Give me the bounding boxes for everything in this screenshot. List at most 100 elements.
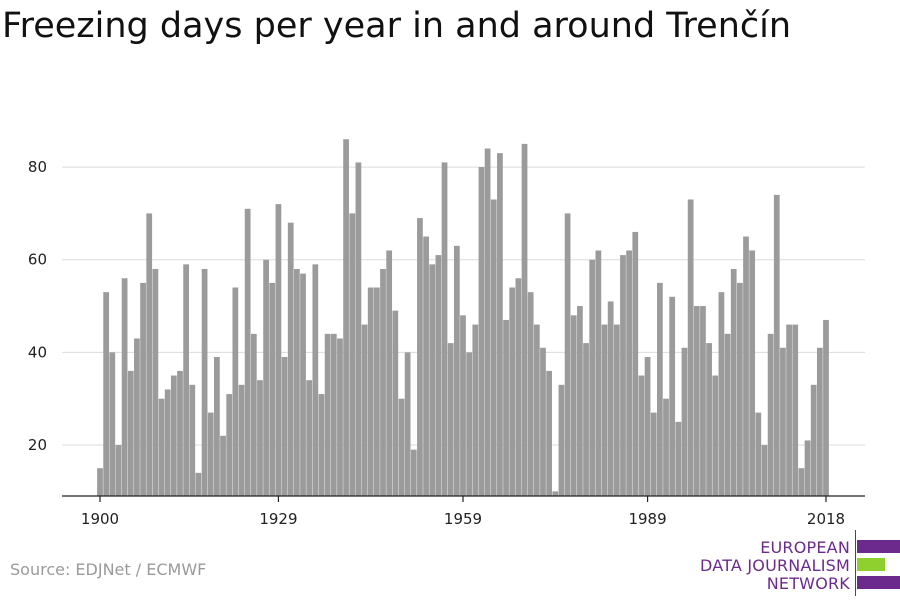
bar [601, 324, 608, 496]
bar [540, 347, 546, 496]
y-tick-label: 60 [28, 251, 47, 269]
bar [349, 213, 356, 496]
bar [250, 333, 257, 496]
bar [736, 282, 743, 496]
bar [152, 268, 159, 496]
bar [134, 338, 140, 496]
bar [804, 440, 811, 496]
bar [220, 435, 226, 496]
x-tick-label: 1989 [628, 510, 666, 528]
bar [103, 292, 110, 496]
bar [730, 268, 737, 496]
bar [706, 343, 712, 496]
bar [361, 324, 368, 496]
y-axis: 20 40 60 80 [28, 158, 47, 454]
bar [275, 204, 282, 496]
bar [183, 264, 190, 496]
x-tick-label: 1900 [81, 510, 119, 528]
logo-rule [855, 530, 856, 596]
bar [724, 333, 731, 496]
bar [281, 357, 288, 496]
y-tick-label: 40 [28, 343, 47, 361]
bar [337, 338, 343, 496]
bar [687, 199, 694, 497]
bar [472, 324, 479, 496]
bar [620, 255, 626, 496]
bar [700, 306, 706, 496]
bar [669, 296, 676, 496]
bar [306, 380, 313, 496]
logo-bar-top [857, 540, 900, 553]
bar [330, 333, 337, 496]
bar [644, 357, 651, 496]
bar [607, 301, 614, 496]
bar [552, 491, 559, 496]
bar [189, 384, 196, 496]
bar [447, 343, 454, 496]
bar [816, 347, 823, 496]
bar [386, 250, 393, 496]
bar [392, 310, 399, 496]
bar [398, 398, 405, 496]
bar [109, 352, 116, 496]
bar [503, 319, 509, 496]
bar [767, 333, 774, 496]
bar [577, 306, 583, 496]
x-tick-label: 2018 [807, 510, 845, 528]
bar [773, 194, 780, 497]
bar [343, 139, 349, 496]
bar [570, 315, 577, 496]
bar [269, 282, 276, 496]
bar [484, 148, 491, 496]
y-tick-label: 80 [28, 158, 47, 176]
bar [312, 264, 319, 496]
bar [318, 394, 325, 496]
bar [115, 445, 122, 496]
bar [626, 250, 632, 496]
bar [546, 370, 553, 496]
x-axis: 1900 1929 1959 1989 2018 [81, 496, 845, 528]
bar [718, 292, 725, 496]
bar [441, 162, 448, 496]
bar [761, 445, 768, 496]
bar [367, 287, 374, 496]
bar [170, 375, 177, 496]
bar [300, 273, 306, 496]
chart-title: Freezing days per year in and around Tre… [2, 6, 792, 46]
bar [380, 268, 386, 496]
bars [97, 139, 829, 497]
edjnet-logo: EUROPEAN DATA JOURNALISM NETWORK [700, 530, 900, 596]
bar [324, 333, 331, 496]
bar [257, 380, 263, 496]
bar [810, 384, 817, 496]
bar [423, 236, 429, 496]
bar [214, 357, 220, 496]
source-note: Source: EDJNet / ECMWF [10, 560, 207, 579]
bar [97, 468, 103, 496]
bar [693, 306, 700, 496]
bar [410, 449, 417, 496]
bar [589, 259, 596, 496]
bar [558, 384, 565, 496]
bar [527, 292, 534, 496]
x-tick-label: 1929 [259, 510, 297, 528]
bar [613, 324, 620, 496]
bar [521, 143, 528, 496]
bar [146, 213, 153, 496]
bar [195, 472, 202, 496]
bar [663, 398, 669, 496]
bar [158, 398, 165, 496]
bar [232, 287, 239, 496]
bar [404, 352, 411, 496]
logo-text-line3: NETWORK [766, 574, 850, 593]
bar [177, 370, 183, 496]
bar [373, 287, 380, 496]
bar [823, 319, 829, 496]
bar [681, 347, 688, 496]
bar [632, 231, 639, 497]
bar [207, 412, 214, 496]
bar [355, 162, 362, 496]
logo-bar-bottom [857, 576, 900, 589]
bar [650, 412, 657, 496]
bar [786, 324, 792, 496]
